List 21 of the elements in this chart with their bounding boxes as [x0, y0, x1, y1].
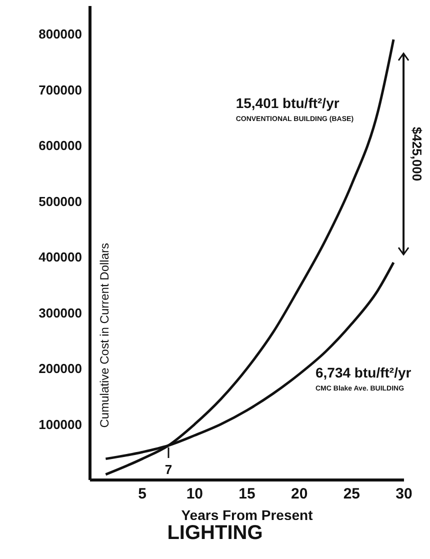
series-label: 6,734 btu/ft²/yr	[316, 364, 412, 381]
y-tick-label: 600000	[38, 138, 82, 154]
annotation: 7	[164, 462, 172, 477]
x-tick-label: 10	[186, 486, 204, 503]
text: 15,401 btu/ft²/yr	[236, 94, 340, 111]
y-tick-label: 500000	[38, 194, 82, 209]
x-tick-label: 15	[238, 486, 256, 503]
y-axis-title: Cumulative Cost in Current Dollars	[97, 243, 112, 428]
y-tick-label: 800000	[38, 26, 82, 42]
y-tick-label: 700000	[38, 82, 82, 98]
y-tick-label: 400000	[38, 250, 82, 265]
x-tick-label: 20	[290, 486, 308, 503]
y-tick-label: 300000	[38, 305, 82, 320]
text: $425,000	[410, 126, 425, 182]
y-tick-label: 200000	[38, 361, 82, 376]
x-tick-label: 30	[396, 486, 412, 503]
y-tick-label: 100000	[38, 416, 82, 432]
x-tick-label: 5	[138, 486, 147, 503]
text: LIGHTING	[166, 522, 264, 545]
x-axis-title: Years From Present	[181, 507, 314, 523]
x-tick-label: 25	[343, 486, 360, 503]
